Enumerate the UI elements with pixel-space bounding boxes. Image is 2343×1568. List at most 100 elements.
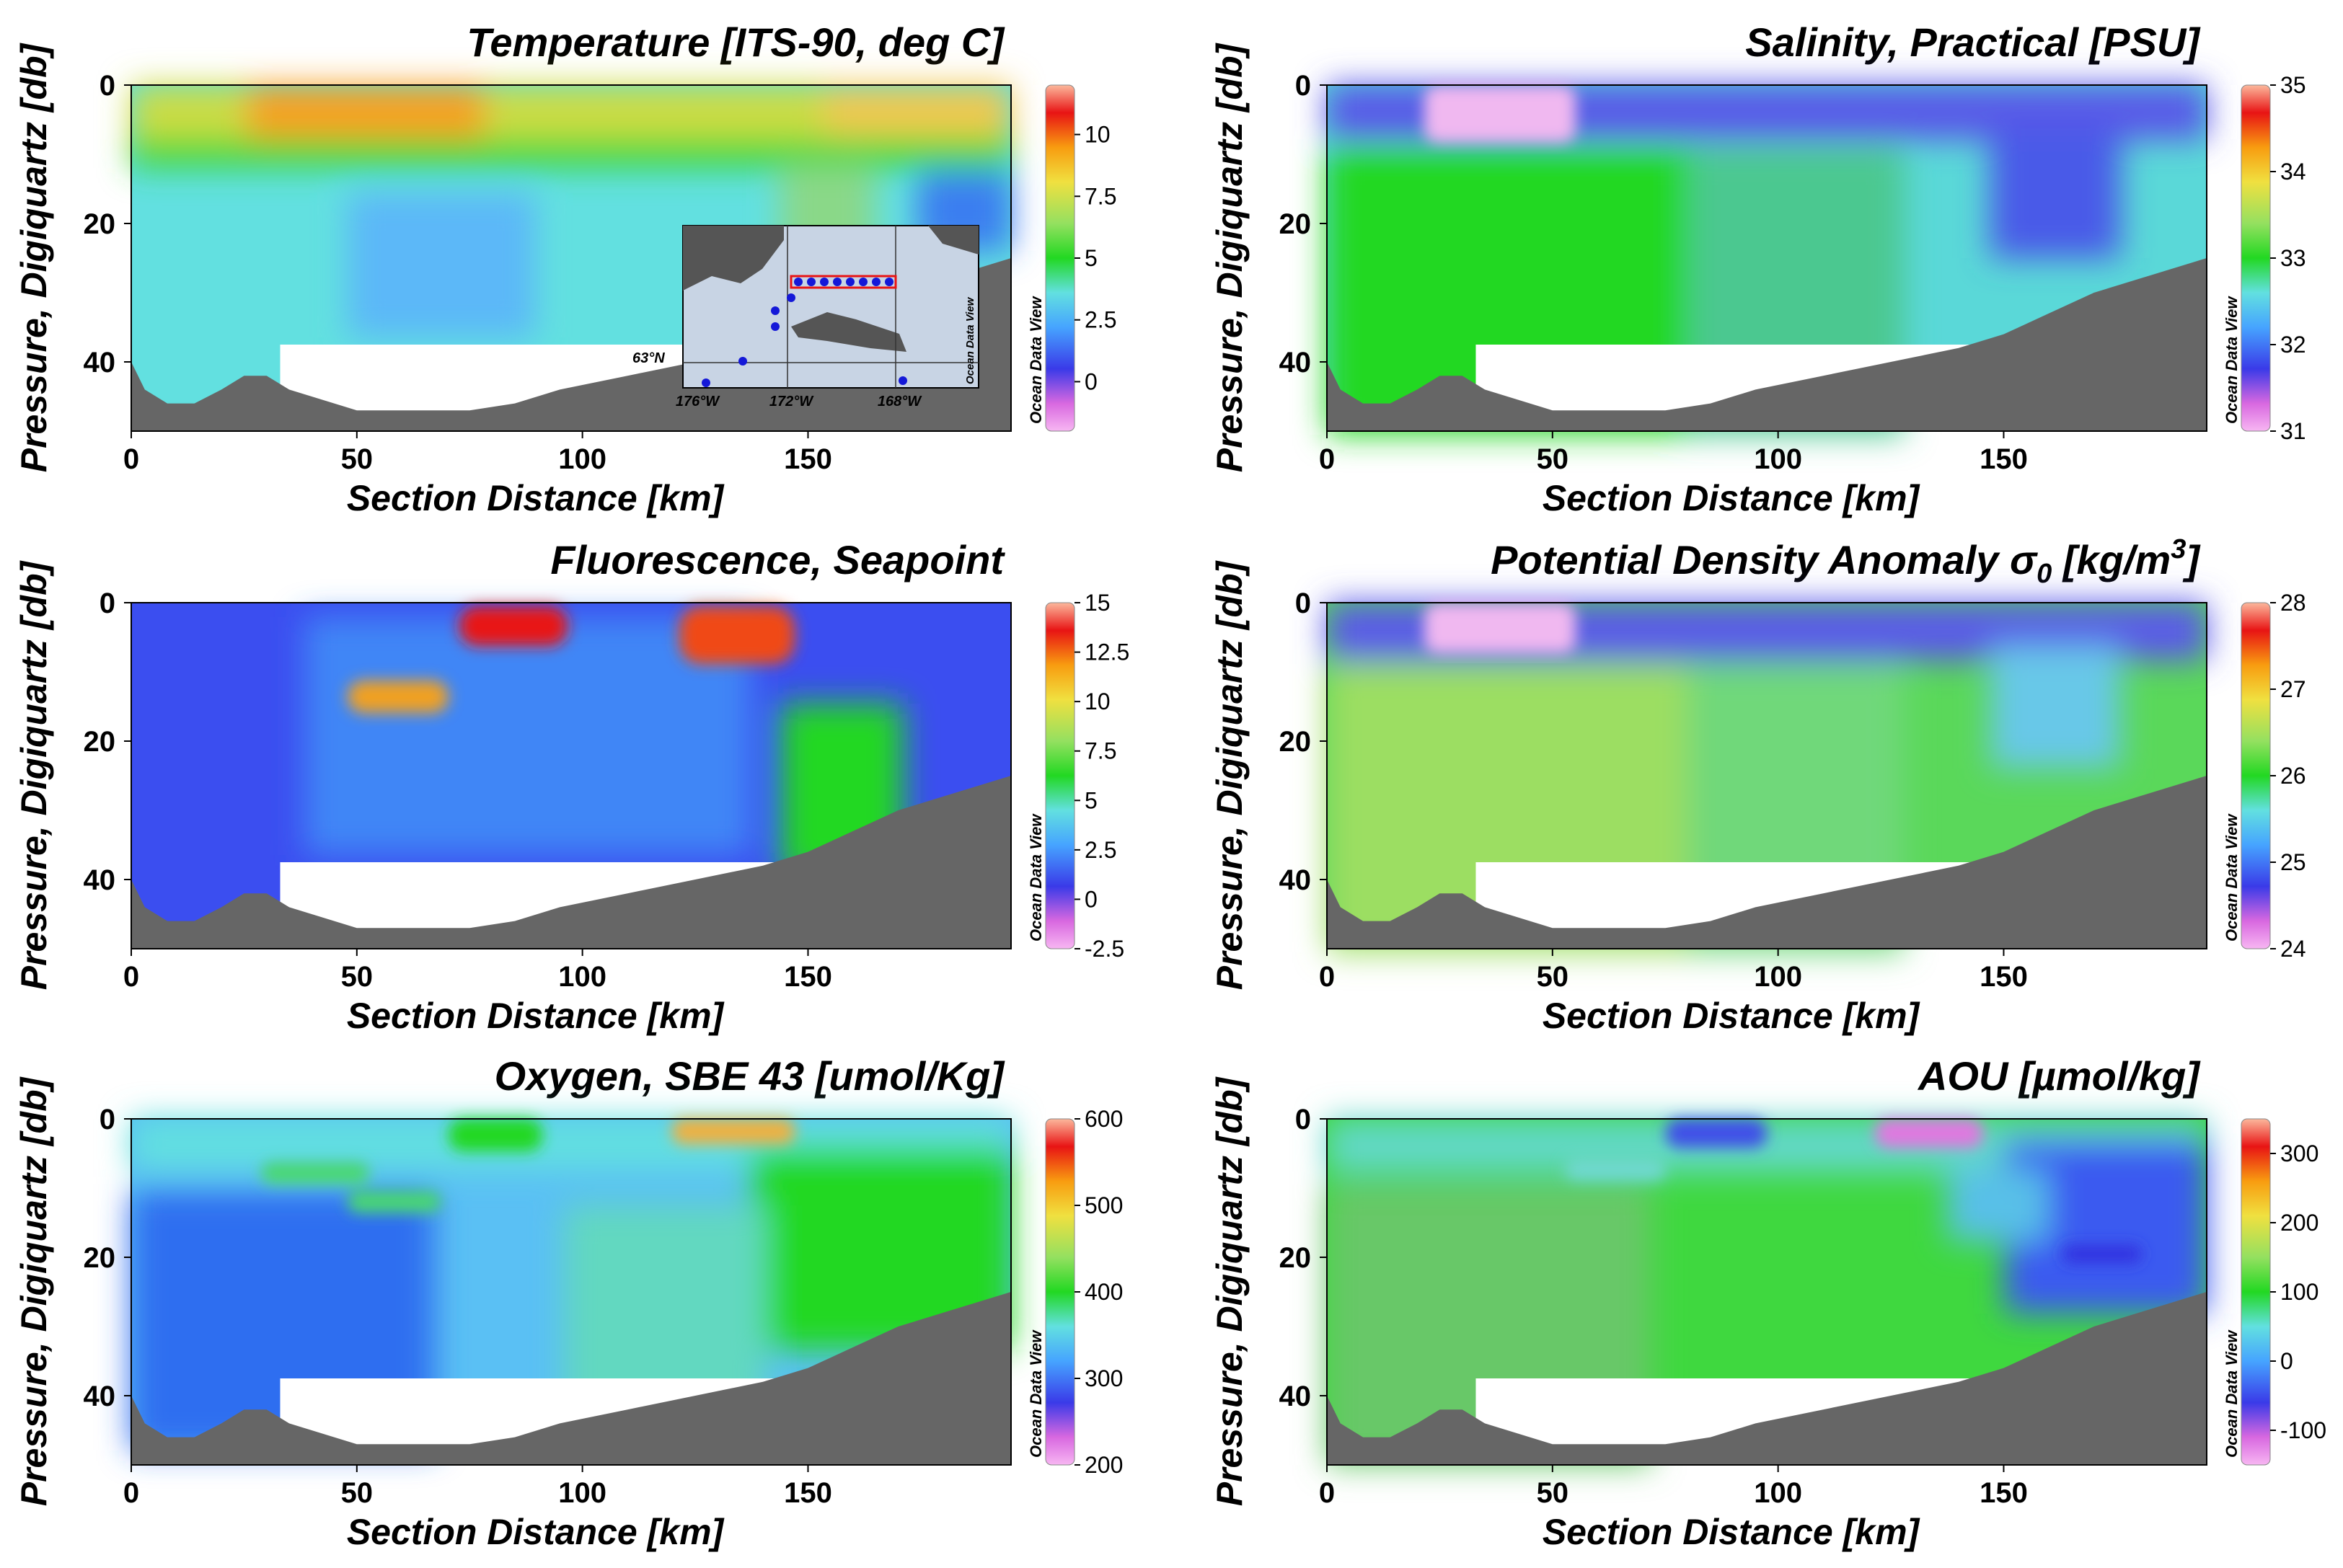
colorbar-tick-label: 25 xyxy=(2280,849,2306,875)
map-lon-label: 172°W xyxy=(769,394,814,409)
station-marker xyxy=(771,322,780,331)
panel-density: Potential Density Anomaly σ0 [kg/m3] 0 50… xyxy=(1209,534,2306,1036)
panel-fluorescence: Fluorescence, Seapoint 0 50 100 15002040Sec… xyxy=(14,537,1129,1036)
x-tick-label: 50 xyxy=(1537,443,1569,475)
y-axis-label: Pressure, Digiquartz [db] xyxy=(14,1076,54,1506)
x-axis-label: Section Distance [km] xyxy=(1543,478,1921,518)
x-tick-label: 50 xyxy=(341,443,374,475)
bathymetry xyxy=(1327,258,2207,431)
panel-title: Temperature [ITS-90, deg C] xyxy=(467,19,1005,65)
plot-frame xyxy=(131,1118,1012,1466)
colorbar-tick-label: 12.5 xyxy=(1085,639,1129,665)
panel-oxygen: Oxygen, SBE 43 [umol/Kg] 0 50 100 150 0 20 40 S… xyxy=(14,1053,1123,1552)
y-tick-label: 40 xyxy=(84,1381,116,1412)
x-tick-label: 100 xyxy=(1754,1477,1802,1509)
colorbar xyxy=(2241,84,2271,432)
x-axis-label: Section Distance [km] xyxy=(347,478,725,518)
x-tick-label: 100 xyxy=(558,443,606,475)
colorbar-tick-label: 7.5 xyxy=(1085,738,1116,764)
map-land xyxy=(928,226,979,254)
panel-temperature: Temperature [ITS-90, deg C] 0 50 100 150 0 20… xyxy=(14,19,1116,518)
map-lon-label: 176°W xyxy=(676,394,720,409)
bathymetry xyxy=(131,1292,1011,1465)
colorbar-tick-label: 300 xyxy=(2280,1140,2318,1166)
colorbar-tick-label: 15 xyxy=(1085,590,1111,616)
odv-watermark: Ocean Data View xyxy=(2223,813,2241,942)
odv-watermark: Ocean Data View xyxy=(2223,1329,2241,1458)
odv-watermark: Ocean Data View xyxy=(1027,1329,1045,1458)
colorbar-tick-label: 600 xyxy=(1085,1106,1123,1132)
map-odv-watermark: Ocean Data View xyxy=(964,296,976,384)
colorbar-tick-label: 24 xyxy=(2280,936,2306,962)
x-axis-label: Section Distance [km] xyxy=(347,996,725,1036)
panel-title: Oxygen, SBE 43 [umol/Kg] xyxy=(495,1053,1006,1099)
x-tick-label: 50 xyxy=(341,961,374,993)
y-tick-label: 40 xyxy=(84,347,116,378)
x-tick-label: 150 xyxy=(784,443,832,475)
y-tick-label: 20 xyxy=(1279,208,1312,240)
y-tick-label: 20 xyxy=(84,726,116,758)
colorbar xyxy=(1045,602,1075,949)
y-tick-label: 0 xyxy=(100,588,115,619)
colorbar-tick-label: 32 xyxy=(2280,332,2306,358)
y-tick-label: 0 xyxy=(1295,1104,1311,1135)
station-marker xyxy=(807,278,816,286)
map-lat-label: 63°N xyxy=(632,350,665,366)
station-marker xyxy=(702,378,710,387)
x-tick-label: 100 xyxy=(558,1477,606,1509)
colorbar-tick-label: 400 xyxy=(1085,1279,1123,1305)
x-tick-label: 0 xyxy=(1319,1477,1335,1509)
colorbar-tick-label: 0 xyxy=(1085,368,1098,394)
panel-title: Salinity, Practical [PSU] xyxy=(1745,19,2201,65)
x-tick-label: 50 xyxy=(1537,1477,1569,1509)
x-tick-label: 100 xyxy=(1754,443,1802,475)
y-tick-label: 20 xyxy=(1279,726,1312,758)
odv-watermark: Ocean Data View xyxy=(2223,296,2241,424)
x-tick-label: 100 xyxy=(1754,961,1802,993)
x-tick-label: 0 xyxy=(123,961,139,993)
colorbar-tick-label: -100 xyxy=(2280,1417,2326,1443)
x-axis-label: Section Distance [km] xyxy=(1543,1512,1921,1552)
plot-frame xyxy=(1326,602,2207,949)
section-track xyxy=(790,275,897,289)
station-marker xyxy=(859,278,868,286)
colorbar-tick-label: 35 xyxy=(2280,72,2306,98)
colorbar-tick-label: 0 xyxy=(2280,1348,2293,1374)
map-lon-label: 168°W xyxy=(878,394,922,409)
odv-watermark: Ocean Data View xyxy=(1027,296,1045,424)
panel-title: Fluorescence, Seapoint xyxy=(550,537,1005,583)
plot-frame xyxy=(1326,84,2207,432)
panel-title: Potential Density Anomaly σ0 [kg/m3] xyxy=(1491,534,2201,589)
colorbar xyxy=(1045,84,1075,432)
y-tick-label: 20 xyxy=(84,208,116,240)
colorbar-tick-label: 0 xyxy=(1085,886,1098,912)
x-tick-label: 150 xyxy=(1980,961,2028,993)
station-marker xyxy=(771,306,780,315)
panel-title: AOU [µmol/kg] xyxy=(1917,1053,2201,1099)
colorbar xyxy=(2241,602,2271,949)
y-axis-label: Pressure, Digiquartz [db] xyxy=(14,42,54,472)
colorbar-tick-label: 5 xyxy=(1085,787,1098,813)
station-marker xyxy=(820,278,829,286)
x-tick-label: 150 xyxy=(1980,443,2028,475)
station-marker xyxy=(833,278,842,286)
colorbar-tick-label: 2.5 xyxy=(1085,837,1116,863)
x-tick-label: 0 xyxy=(1319,961,1335,993)
plot-frame xyxy=(131,602,1012,949)
section-field xyxy=(1327,1119,2207,1465)
station-marker xyxy=(885,278,893,286)
panel-aou: AOU [µmol/kg] 0 50 100 150 0 20 40 Section Dist… xyxy=(1209,1053,2326,1552)
x-tick-label: 0 xyxy=(123,443,139,475)
map-island xyxy=(791,312,906,352)
x-tick-label: 0 xyxy=(1319,443,1335,475)
bathymetry xyxy=(1327,776,2207,949)
y-axis-label: Pressure, Digiquartz [db] xyxy=(1209,1076,1250,1506)
colorbar-tick-label: 2.5 xyxy=(1085,307,1116,333)
y-tick-label: 20 xyxy=(84,1242,116,1274)
x-tick-label: 150 xyxy=(784,961,832,993)
plot-frame xyxy=(1326,1118,2207,1466)
x-tick-label: 150 xyxy=(1980,1477,2028,1509)
colorbar xyxy=(1045,1118,1075,1466)
colorbar-tick-label: 31 xyxy=(2280,418,2306,444)
